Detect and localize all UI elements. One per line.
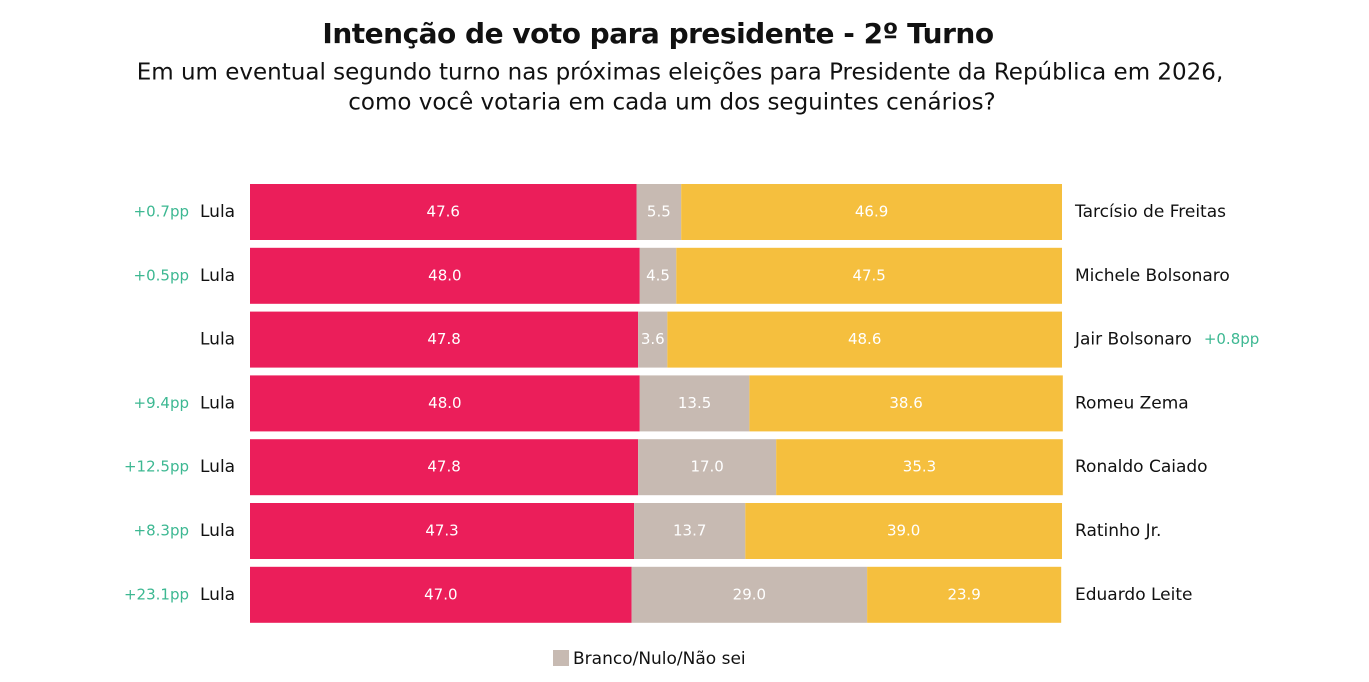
bar-segment — [667, 311, 1062, 368]
value-label: 4.5 — [646, 266, 670, 284]
bar-segment — [639, 247, 677, 304]
chart-title: Intenção de voto para presidente - 2º Tu… — [322, 17, 993, 50]
category-label: Tarcísio de Freitas — [1074, 202, 1226, 222]
bar-segment — [638, 439, 777, 496]
bar-segment — [250, 375, 640, 432]
value-label: 47.6 — [427, 203, 460, 221]
value-label: 48.0 — [428, 266, 461, 284]
value-label: 47.8 — [427, 330, 460, 348]
bar-segment — [749, 375, 1063, 432]
category-label: Jair Bolsonaro — [1074, 330, 1192, 350]
value-label: 13.7 — [673, 522, 706, 540]
value-label: 39.0 — [887, 522, 920, 540]
left-label: Lula — [200, 457, 235, 477]
category-label: Michele Bolsonaro — [1075, 266, 1230, 286]
legend-swatch — [553, 650, 569, 666]
bar-segment — [676, 247, 1062, 304]
value-label: 3.6 — [641, 330, 665, 348]
lead-label: +0.7pp — [134, 203, 189, 221]
bar-segment — [250, 566, 632, 623]
bar-segment — [681, 184, 1062, 240]
value-label: 17.0 — [690, 458, 723, 476]
lead-label: +8.3pp — [134, 522, 189, 540]
lead-label: +12.5pp — [124, 458, 189, 476]
bar-segment — [250, 247, 640, 304]
lead-label: +23.1pp — [124, 585, 189, 603]
value-label: 47.8 — [427, 458, 460, 476]
left-label: Lula — [200, 330, 235, 350]
subtitle: como você votaria em cada um dos seguint… — [348, 90, 996, 116]
left-label: Lula — [200, 521, 235, 541]
value-label: 46.9 — [855, 203, 888, 221]
bar-segment — [250, 184, 637, 240]
left-label: Lula — [200, 202, 235, 222]
value-label: 48.6 — [848, 330, 881, 348]
value-label: 29.0 — [733, 585, 766, 603]
value-label: 38.6 — [889, 394, 922, 412]
bar-segment — [636, 184, 682, 240]
bar-segment — [867, 566, 1062, 623]
lead-label: +9.4pp — [134, 394, 189, 412]
left-label: Lula — [200, 266, 235, 286]
category-label: Eduardo Leite — [1075, 585, 1193, 605]
lead-label: +0.5pp — [134, 266, 189, 284]
value-label: 5.5 — [647, 203, 671, 221]
value-label: 47.5 — [852, 266, 885, 284]
bar-segment — [250, 503, 635, 559]
subtitle: Em um eventual segundo turno nas próxima… — [137, 60, 1224, 86]
left-label: Lula — [200, 393, 235, 413]
value-label: 23.9 — [947, 585, 980, 603]
bar-segment — [639, 375, 750, 432]
legend-label: Branco/Nulo/Não sei — [573, 649, 746, 669]
value-label: 47.0 — [424, 585, 457, 603]
lead-label: +0.8pp — [1204, 330, 1259, 348]
category-label: Romeu Zema — [1075, 393, 1189, 413]
left-label: Lula — [200, 585, 235, 605]
bar-segment — [250, 439, 639, 496]
value-label: 35.3 — [903, 458, 936, 476]
category-label: Ratinho Jr. — [1075, 521, 1161, 541]
value-label: 13.5 — [678, 394, 711, 412]
bar-segment — [631, 566, 868, 623]
bar-segment — [638, 311, 668, 368]
value-label: 48.0 — [428, 394, 461, 412]
value-label: 47.3 — [425, 522, 458, 540]
bar-segment — [634, 503, 746, 559]
bar-segment — [776, 439, 1063, 496]
bar-segment — [250, 311, 639, 368]
category-label: Ronaldo Caiado — [1075, 457, 1208, 477]
bar-segment — [745, 503, 1062, 559]
